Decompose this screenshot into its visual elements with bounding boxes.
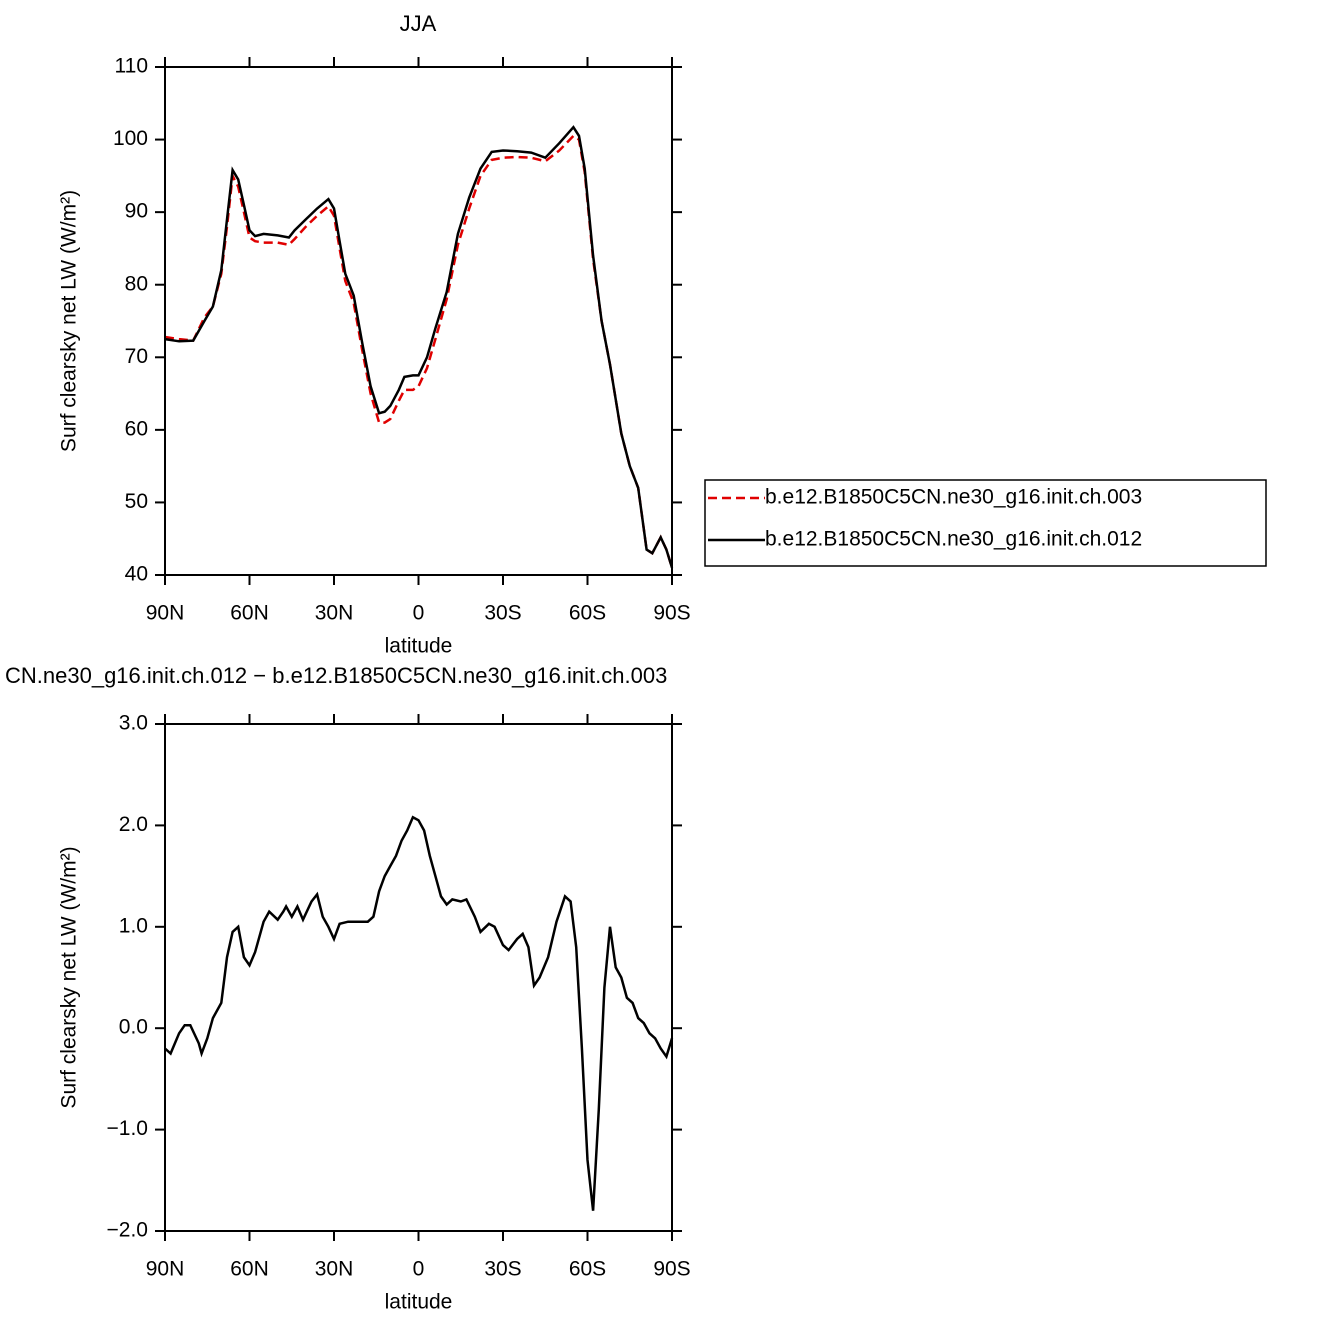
plot-frame: [164, 723, 673, 1232]
y-tick-label: 100: [113, 127, 148, 150]
y-tick-label: 2.0: [119, 813, 148, 836]
y-tick-label: 1.0: [119, 914, 148, 937]
x-axis-label: latitude: [385, 635, 453, 658]
x-tick-label: 90S: [653, 602, 690, 625]
y-tick-label: 3.0: [119, 712, 148, 735]
y-tick-label: −2.0: [107, 1219, 148, 1242]
legend-label: b.e12.B1850C5CN.ne30_g16.init.ch.003: [765, 486, 1142, 509]
data-line: [164, 125, 674, 569]
y-axis-label: Surf clearsky net LW (W/m²): [58, 190, 81, 452]
x-tick-label: 30N: [315, 602, 354, 625]
legend-box: [704, 479, 1267, 567]
chart-title: CN.ne30_g16.init.ch.012 − b.e12.B1850C5C…: [5, 663, 667, 688]
y-tick-label: 0.0: [119, 1016, 148, 1039]
x-tick-label: 90N: [146, 1258, 185, 1281]
plot-frame: [164, 66, 673, 576]
x-axis-label: latitude: [385, 1291, 453, 1314]
x-tick-label: 60S: [569, 1258, 606, 1281]
x-tick-label: 30S: [484, 1258, 521, 1281]
legend-label: b.e12.B1850C5CN.ne30_g16.init.ch.012: [765, 528, 1142, 551]
x-tick-label: 90S: [653, 1258, 690, 1281]
x-tick-label: 60S: [569, 602, 606, 625]
x-tick-label: 60N: [230, 602, 269, 625]
y-axis-label: Surf clearsky net LW (W/m²): [58, 846, 81, 1108]
x-tick-label: 90N: [146, 602, 185, 625]
y-tick-label: −1.0: [107, 1117, 148, 1140]
chart-title: JJA: [400, 11, 437, 36]
y-tick-label: 90: [125, 200, 148, 223]
y-tick-label: 40: [125, 563, 148, 586]
y-tick-label: 70: [125, 345, 148, 368]
data-line: [164, 815, 674, 1211]
x-tick-label: 0: [413, 602, 425, 625]
y-tick-label: 50: [125, 490, 148, 513]
x-tick-label: 30N: [315, 1258, 354, 1281]
x-tick-label: 0: [413, 1258, 425, 1281]
y-tick-label: 80: [125, 272, 148, 295]
x-tick-label: 60N: [230, 1258, 269, 1281]
data-line: [164, 134, 674, 569]
y-tick-label: 60: [125, 417, 148, 440]
x-tick-label: 30S: [484, 602, 521, 625]
y-tick-label: 110: [115, 55, 148, 78]
